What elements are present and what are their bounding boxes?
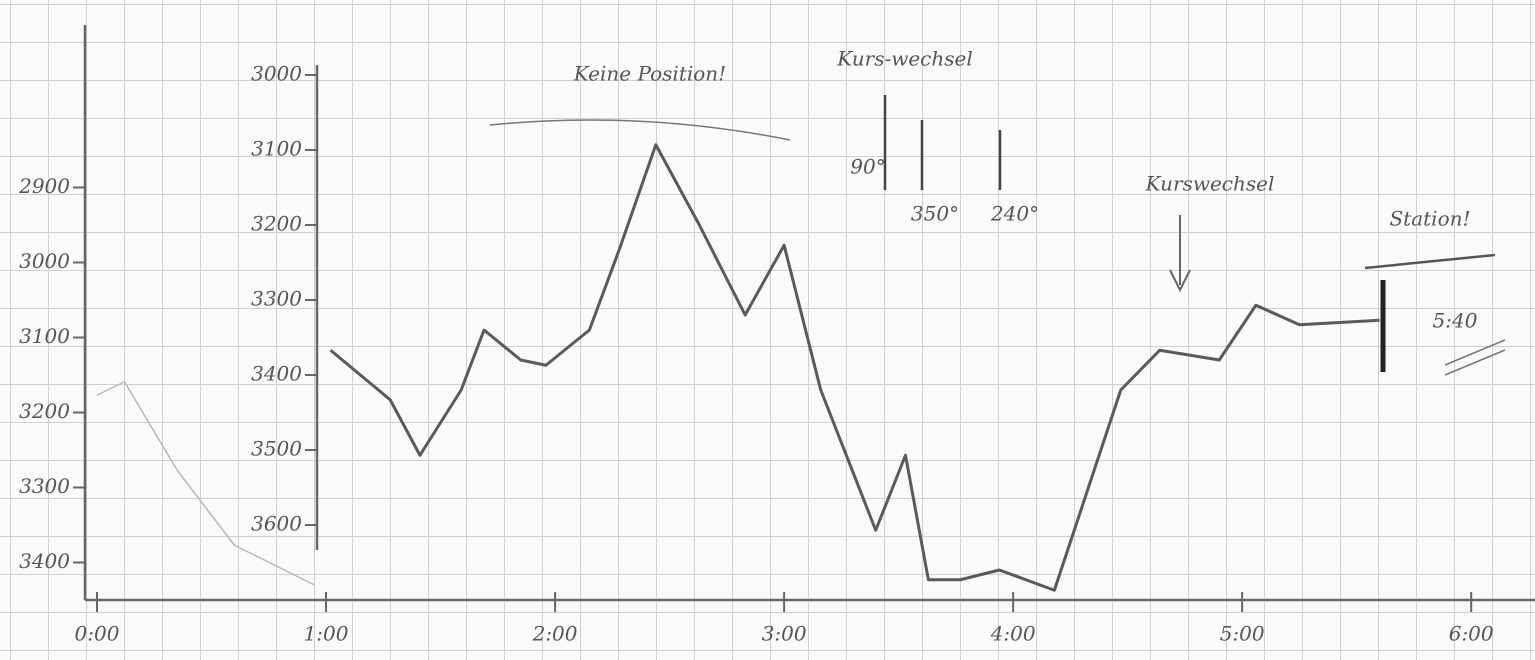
y-tick-label: 3200	[251, 212, 302, 236]
annotation: Kurs-wechsel	[836, 47, 973, 71]
y2-tick-label: 3400	[19, 549, 70, 573]
y2-tick-label: 3000	[19, 249, 70, 273]
x-tick-label: 2:00	[532, 622, 578, 646]
data-line	[329, 143, 1380, 592]
annotation: 350°	[911, 202, 959, 226]
annotation: 5:40	[1433, 309, 1478, 333]
y2-tick-label: 3300	[19, 474, 70, 498]
annotation: Station!	[1389, 207, 1470, 231]
x-tick-label: 4:00	[990, 622, 1036, 646]
y-tick-label: 3000	[251, 62, 302, 86]
y-tick-label: 3400	[251, 362, 302, 386]
y-tick-label: 3600	[251, 512, 302, 536]
annotation: 90°	[850, 155, 885, 179]
x-tick-label: 6:00	[1449, 622, 1494, 646]
underline	[1364, 253, 1496, 270]
y2-tick-label: 2900	[18, 174, 70, 198]
annotation: Keine Position!	[573, 62, 726, 86]
arrow	[1169, 215, 1191, 293]
underline	[1444, 339, 1506, 376]
underline	[489, 119, 791, 141]
annotation: 240°	[990, 202, 1039, 226]
y-tick-label: 3500	[251, 437, 302, 461]
annotation: Kurswechsel	[1145, 172, 1275, 196]
y2-tick-label: 3200	[19, 399, 70, 423]
y2-tick-label: 3100	[19, 324, 70, 348]
data-line	[96, 381, 315, 586]
y-tick-label: 3300	[251, 287, 302, 311]
y-tick-label: 3100	[251, 137, 302, 161]
x-tick-label: 0:00	[75, 622, 120, 646]
x-tick-label: 5:00	[1220, 622, 1265, 646]
x-tick-label: 1:00	[304, 622, 349, 646]
x-tick-label: 3:00	[762, 622, 807, 646]
